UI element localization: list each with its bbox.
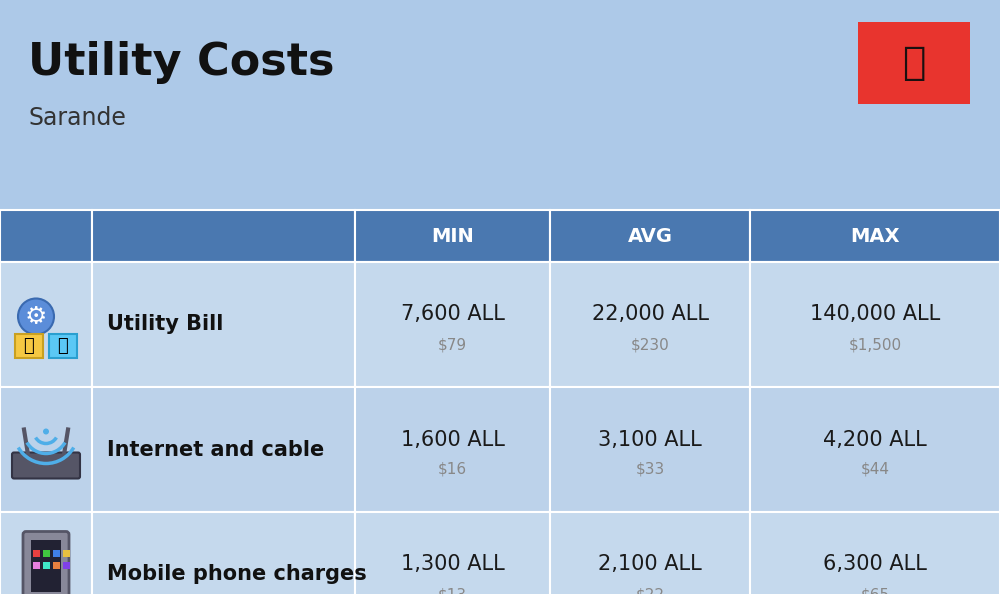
FancyBboxPatch shape xyxy=(15,333,43,358)
Text: Mobile phone charges: Mobile phone charges xyxy=(107,564,367,584)
Bar xyxy=(750,387,1000,512)
Text: Sarande: Sarande xyxy=(28,106,126,130)
Bar xyxy=(53,549,60,557)
Bar xyxy=(33,549,40,557)
Bar xyxy=(33,561,40,568)
Text: 1,600 ALL: 1,600 ALL xyxy=(401,429,504,450)
Bar xyxy=(31,539,61,592)
Text: $79: $79 xyxy=(438,337,467,352)
Bar xyxy=(550,512,750,594)
Bar xyxy=(92,262,355,387)
Bar xyxy=(63,561,70,568)
Text: $22: $22 xyxy=(636,587,664,594)
Text: ⚙: ⚙ xyxy=(25,305,47,328)
Bar xyxy=(0,387,92,512)
Text: MIN: MIN xyxy=(431,226,474,245)
Bar xyxy=(355,512,550,594)
Text: 1,300 ALL: 1,300 ALL xyxy=(401,555,504,574)
Bar xyxy=(0,262,92,387)
Text: 2,100 ALL: 2,100 ALL xyxy=(598,555,702,574)
Bar xyxy=(0,210,92,262)
Bar xyxy=(0,512,92,594)
Bar xyxy=(355,262,550,387)
Text: MAX: MAX xyxy=(850,226,900,245)
Text: 4,200 ALL: 4,200 ALL xyxy=(823,429,927,450)
Bar xyxy=(750,262,1000,387)
Bar xyxy=(750,210,1000,262)
Text: $230: $230 xyxy=(631,337,669,352)
Bar xyxy=(43,561,50,568)
FancyBboxPatch shape xyxy=(23,532,69,594)
FancyBboxPatch shape xyxy=(49,333,77,358)
Bar xyxy=(53,561,60,568)
Text: 3,100 ALL: 3,100 ALL xyxy=(598,429,702,450)
Text: 💧: 💧 xyxy=(58,336,68,355)
Text: $1,500: $1,500 xyxy=(848,337,902,352)
Circle shape xyxy=(18,299,54,334)
Text: $65: $65 xyxy=(860,587,890,594)
Text: 🦅: 🦅 xyxy=(902,44,926,82)
Circle shape xyxy=(43,428,49,434)
Text: 🔌: 🔌 xyxy=(24,336,34,355)
FancyBboxPatch shape xyxy=(12,453,80,479)
Bar xyxy=(92,387,355,512)
Bar xyxy=(550,210,750,262)
Text: Internet and cable: Internet and cable xyxy=(107,440,324,460)
Text: $33: $33 xyxy=(635,462,665,477)
Bar xyxy=(92,512,355,594)
Bar xyxy=(550,387,750,512)
Text: 7,600 ALL: 7,600 ALL xyxy=(401,305,504,324)
Bar xyxy=(63,549,70,557)
Text: 22,000 ALL: 22,000 ALL xyxy=(592,305,708,324)
Text: $44: $44 xyxy=(860,462,890,477)
Bar xyxy=(355,210,550,262)
Bar xyxy=(43,549,50,557)
Text: Utility Costs: Utility Costs xyxy=(28,40,334,84)
Text: $16: $16 xyxy=(438,462,467,477)
Bar xyxy=(355,387,550,512)
FancyBboxPatch shape xyxy=(858,22,970,104)
Text: Utility Bill: Utility Bill xyxy=(107,314,223,334)
Text: $13: $13 xyxy=(438,587,467,594)
Bar xyxy=(550,262,750,387)
Text: 140,000 ALL: 140,000 ALL xyxy=(810,305,940,324)
Text: 6,300 ALL: 6,300 ALL xyxy=(823,555,927,574)
Text: AVG: AVG xyxy=(628,226,672,245)
Bar xyxy=(92,210,355,262)
Bar xyxy=(750,512,1000,594)
